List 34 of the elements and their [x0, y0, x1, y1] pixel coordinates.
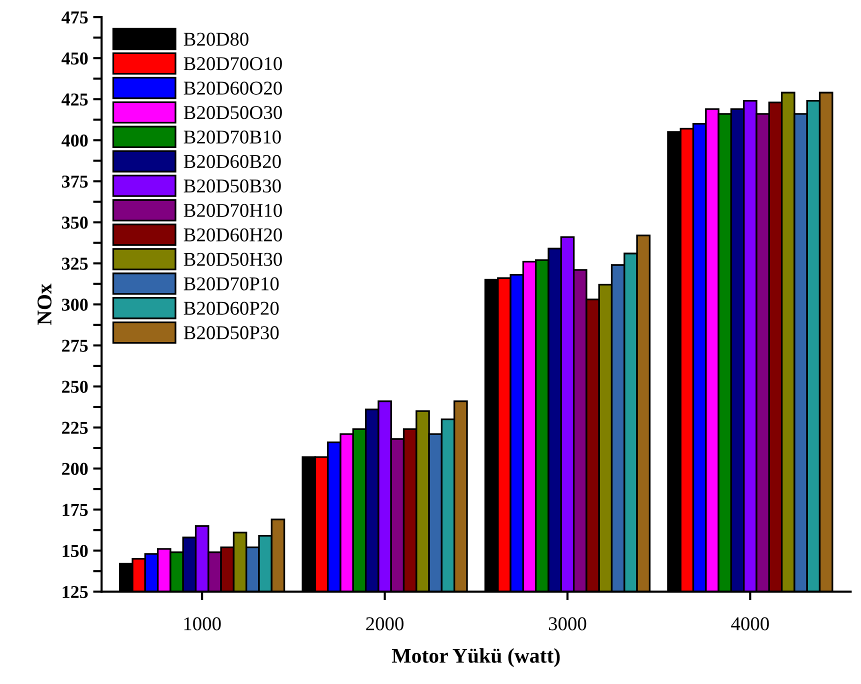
- legend-label: B20D60H20: [184, 228, 282, 242]
- y-axis-title: NOx: [38, 284, 52, 325]
- x-tick-label: 2000: [366, 617, 404, 630]
- legend-label: B20D70O10: [184, 57, 282, 70]
- legend-label: B20D50H30: [184, 252, 282, 266]
- x-tick-label: 4000: [731, 617, 769, 630]
- y-tick-label: 250: [62, 380, 88, 393]
- y-tick-label: 425: [62, 93, 88, 106]
- legend-label: B20D60B20: [184, 154, 281, 168]
- legend-label: B20D60O20: [184, 82, 282, 95]
- y-tick-label: 300: [62, 298, 88, 311]
- y-tick-label: 475: [62, 11, 88, 24]
- y-tick-label: 175: [62, 504, 88, 516]
- x-tick-label: 1000: [184, 617, 221, 630]
- legend-label: B20D50O30: [184, 106, 282, 120]
- y-tick-label: 375: [62, 176, 88, 188]
- legend-label: B20D80: [184, 32, 248, 46]
- y-tick-label: 200: [62, 462, 88, 475]
- y-tick-label: 450: [62, 52, 88, 65]
- legend-label: B20D50P30: [184, 326, 279, 340]
- y-tick-label: 325: [62, 258, 88, 270]
- y-tick-label: 350: [62, 216, 88, 229]
- x-axis-title: Motor Yükü (watt): [392, 648, 560, 668]
- y-tick-label: 275: [62, 340, 88, 352]
- legend-label: B20D70H10: [184, 204, 282, 217]
- y-tick-label: 225: [62, 422, 88, 434]
- legend-label: B20D60P20: [184, 302, 279, 315]
- legend-label: B20D50B30: [184, 179, 281, 193]
- y-tick-label: 400: [62, 134, 88, 147]
- y-tick-label: 150: [62, 544, 88, 558]
- y-tick-label: 125: [62, 586, 88, 598]
- legend-label: B20D70P10: [184, 277, 279, 290]
- legend-label: B20D70B10: [184, 130, 281, 144]
- x-tick-label: 3000: [548, 617, 586, 630]
